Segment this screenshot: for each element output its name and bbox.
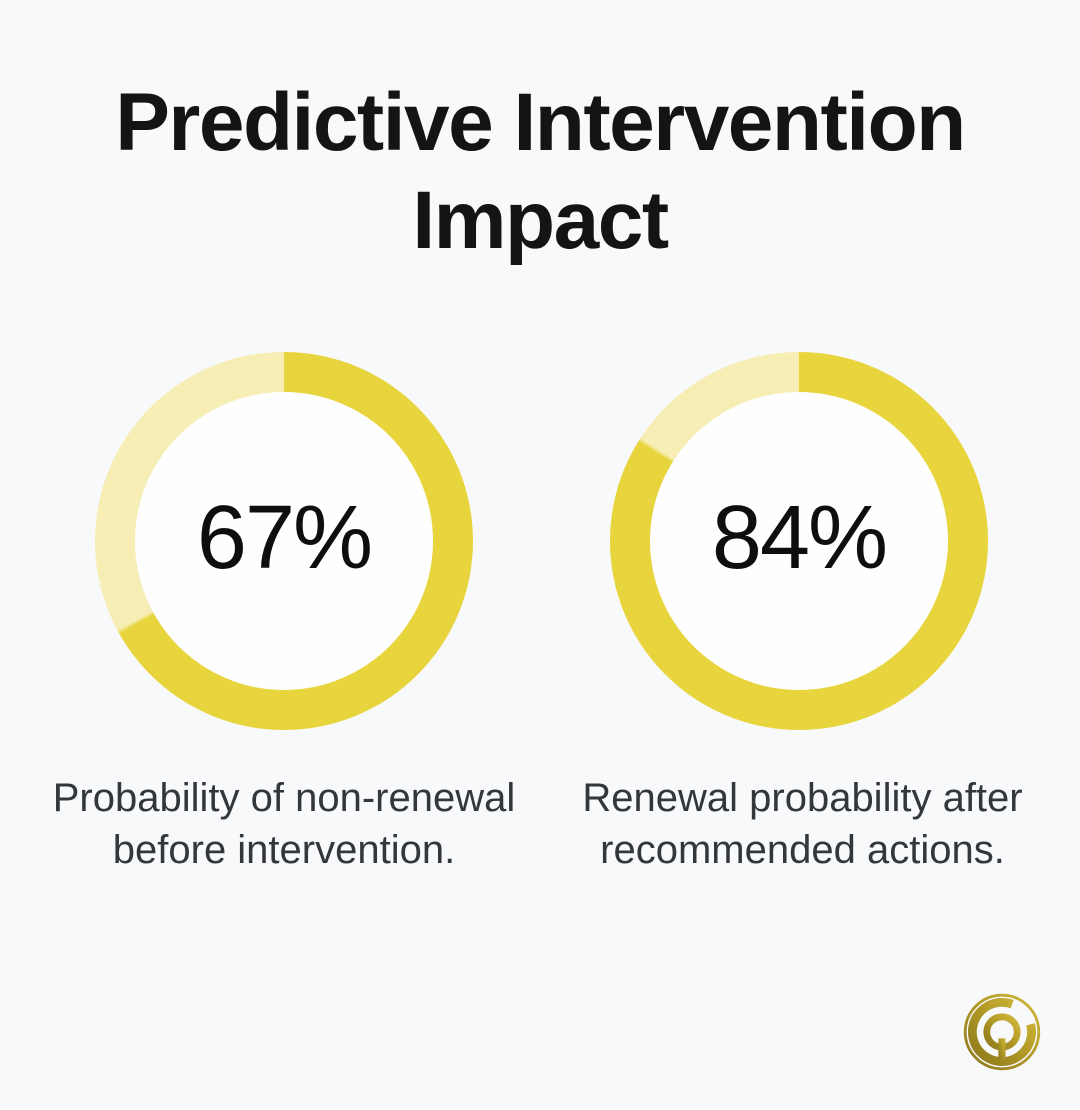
- percent-value-after: 84%: [711, 487, 888, 588]
- donut-chart-before-intervention: 67%: [95, 352, 473, 730]
- logo-q-tail: [998, 1038, 1006, 1059]
- chart-caption-before: Probability of non-renewal before interv…: [52, 776, 516, 872]
- brand-logo-q-icon: [963, 993, 1041, 1071]
- percent-value-before: 67%: [196, 487, 373, 588]
- logo-outer-ring: [963, 993, 1041, 1071]
- donut-chart-after-intervention: 84%: [610, 352, 988, 730]
- donut-hole: 67%: [135, 392, 433, 690]
- donut-hole: 84%: [650, 392, 948, 690]
- page-title: Predictive Intervention Impact: [115, 77, 966, 267]
- chart-caption-after: Renewal probability after recommended ac…: [582, 776, 1023, 872]
- logo-c-arc: [968, 997, 1036, 1066]
